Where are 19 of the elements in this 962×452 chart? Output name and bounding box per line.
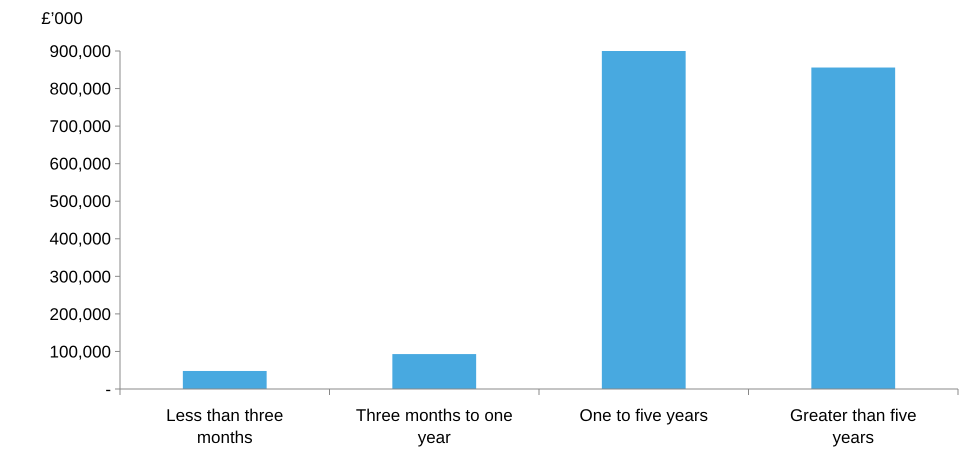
bar xyxy=(392,354,476,389)
y-tick-label: 700,000 xyxy=(50,117,111,136)
y-tick-label: 500,000 xyxy=(50,192,111,212)
y-tick-label: 600,000 xyxy=(50,154,111,174)
y-tick-label: 300,000 xyxy=(50,267,111,286)
x-tick-label: Less than three months xyxy=(166,406,284,447)
y-tick-label: 900,000 xyxy=(50,42,111,61)
y-tick-label: 100,000 xyxy=(50,342,111,362)
y-tick-label: 200,000 xyxy=(50,304,111,324)
x-tick-label: Three months to one year xyxy=(356,406,513,447)
y-axis-title: £’000 xyxy=(41,9,83,28)
y-tick-label: - xyxy=(105,380,111,399)
y-tick-label: 800,000 xyxy=(50,80,111,99)
bar xyxy=(182,370,267,389)
x-tick-label: Greater than five years xyxy=(790,406,917,447)
x-tick-label: One to five years xyxy=(579,406,708,425)
bar xyxy=(602,51,686,389)
y-tick-label: 400,000 xyxy=(50,230,111,249)
bar xyxy=(811,68,896,389)
